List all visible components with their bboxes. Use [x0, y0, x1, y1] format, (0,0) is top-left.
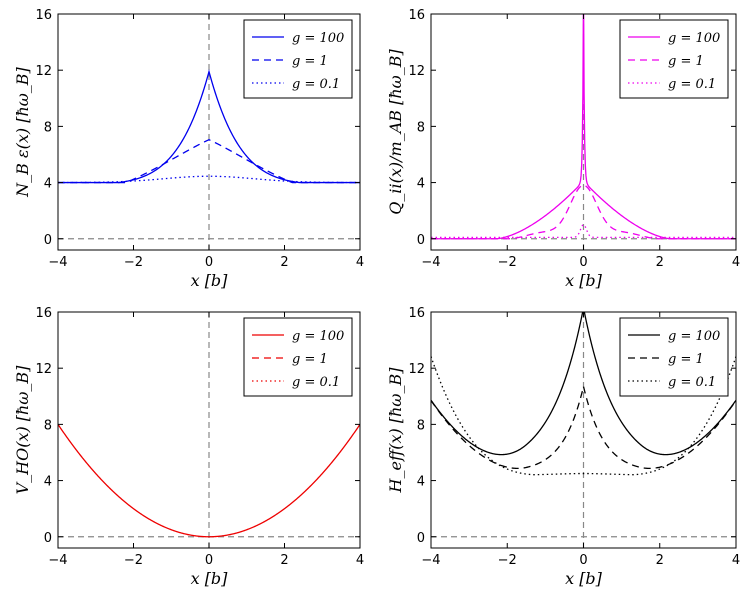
x-tick-label: 0	[579, 255, 587, 270]
y-tick-label: 0	[417, 233, 425, 248]
series-line-2	[58, 175, 360, 184]
x-tick-label: −4	[48, 553, 67, 568]
y-tick-label: 8	[417, 418, 425, 433]
x-tick-label: −2	[124, 553, 143, 568]
series-line-2	[431, 224, 736, 239]
legend-label: g = 100	[292, 329, 344, 344]
legend-label: g = 1	[668, 54, 704, 69]
plot-area	[58, 424, 360, 538]
series-line-2	[431, 356, 736, 476]
x-tick-label: −4	[421, 553, 440, 568]
panel-effective-potential: −4 −2 0 2 4 0 4 8 12 16 x [b] H_eff(x) [ħω_B] g = 10…	[386, 306, 740, 588]
legend-label: g = 100	[292, 31, 344, 46]
x-tick-label: −2	[124, 255, 143, 270]
x-tick-label: −2	[498, 553, 517, 568]
x-tick-label: 4	[732, 553, 740, 568]
legend-box	[243, 317, 353, 397]
legend-label: g = 1	[292, 352, 328, 367]
x-tick-label: 0	[205, 255, 213, 270]
y-tick-label: 12	[35, 64, 52, 79]
legend-label: g = 0.1	[292, 77, 340, 92]
y-tick-label: 0	[44, 233, 52, 248]
y-tick-label: 16	[408, 8, 425, 23]
y-tick-label: 4	[417, 177, 425, 192]
panel-quadrupole: −4 −2 0 2 4 0 4 8 12 16 x [b] Q_ii(x)/m_AB [ħω_B] g …	[386, 8, 740, 290]
y-tick-label: 4	[44, 177, 52, 192]
x-tick-label: 4	[732, 255, 740, 270]
x-tick-label: 2	[280, 255, 288, 270]
series-line-0	[58, 424, 360, 538]
legend-label: g = 0.1	[292, 375, 340, 390]
plot-area	[431, 312, 736, 476]
x-tick-label: 2	[656, 255, 664, 270]
y-tick-label: 4	[44, 475, 52, 490]
y-axis-label: Q_ii(x)/m_AB [ħω_B]	[386, 49, 405, 215]
panel-trap-potential: −4 −2 0 2 4 0 4 8 12 16 x [b] V_HO(x) [ħω_B] g = 100…	[13, 306, 364, 588]
x-tick-label: 2	[656, 553, 664, 568]
y-axis-label: V_HO(x) [ħω_B]	[13, 365, 32, 495]
x-tick-label: −2	[498, 255, 517, 270]
x-tick-label: 4	[356, 553, 364, 568]
y-tick-label: 0	[44, 531, 52, 546]
legend-label: g = 0.1	[668, 77, 716, 92]
x-tick-label: −4	[421, 255, 440, 270]
y-tick-label: 16	[35, 306, 52, 321]
x-tick-label: 0	[205, 553, 213, 568]
x-tick-label: 4	[356, 255, 364, 270]
legend-box	[619, 317, 729, 397]
y-tick-label: 4	[417, 475, 425, 490]
legend-label: g = 1	[668, 352, 704, 367]
y-axis-label: N_B ε(x) [ħω_B]	[13, 66, 32, 197]
x-axis-label: x [b]	[565, 271, 603, 290]
y-axis-label: H_eff(x) [ħω_B]	[386, 367, 405, 494]
plot-area	[58, 69, 360, 184]
x-axis-label: x [b]	[565, 569, 603, 588]
x-tick-label: −4	[48, 255, 67, 270]
plot-area	[431, 14, 736, 240]
y-tick-label: 12	[408, 362, 425, 377]
x-axis-label: x [b]	[191, 271, 229, 290]
legend-box	[243, 19, 353, 99]
series-line-1	[431, 184, 736, 240]
legend-label: g = 0.1	[668, 375, 716, 390]
y-tick-label: 12	[35, 362, 52, 377]
y-tick-label: 8	[44, 120, 52, 135]
legend-box	[619, 19, 729, 99]
x-axis-label: x [b]	[191, 569, 229, 588]
legend-label: g = 100	[668, 31, 720, 46]
y-tick-label: 16	[408, 306, 425, 321]
legend-label: g = 100	[668, 329, 720, 344]
x-tick-label: 2	[280, 553, 288, 568]
series-line-0	[431, 312, 736, 456]
y-tick-label: 0	[417, 531, 425, 546]
series-line-1	[431, 386, 736, 470]
x-tick-label: 0	[579, 553, 587, 568]
y-tick-label: 8	[44, 418, 52, 433]
y-tick-label: 8	[417, 120, 425, 135]
legend-label: g = 1	[292, 54, 328, 69]
y-tick-label: 16	[35, 8, 52, 23]
panel-energy-density: −4 −2 0 2 4 0 4 8 12 16 x [b] N_B ε(x) [ħω_B] g = 10…	[13, 8, 364, 290]
y-tick-label: 12	[408, 64, 425, 79]
